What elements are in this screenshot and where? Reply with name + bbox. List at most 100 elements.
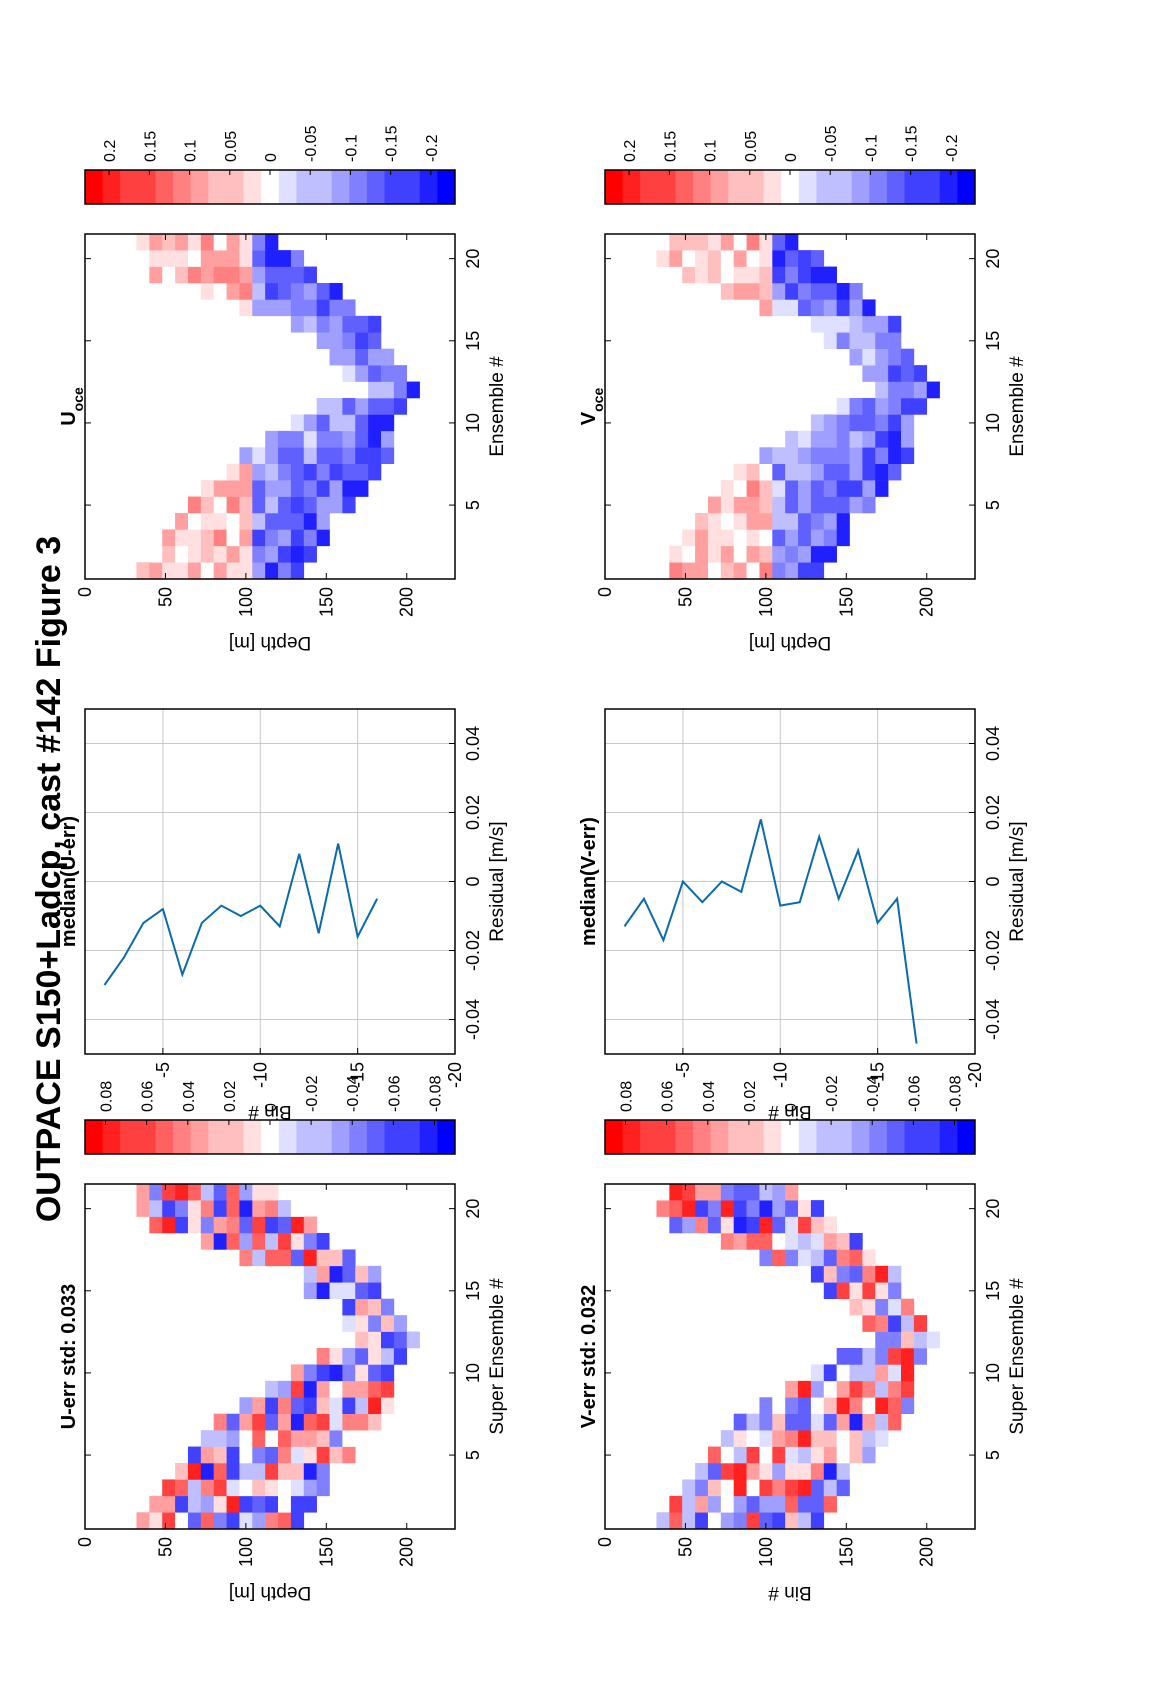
heatmap-cell: [798, 431, 811, 448]
heatmap-cell: [330, 414, 343, 431]
colorbar-swatch: [605, 170, 623, 204]
heatmap-cell: [304, 1364, 317, 1381]
heatmap-cell: [291, 1397, 304, 1414]
heatmap-cell: [824, 480, 837, 497]
heatmap-cell: [252, 283, 265, 300]
heatmap-cell: [304, 431, 317, 448]
heatmap-cell: [747, 1184, 760, 1201]
heatmap-cell: [214, 1512, 227, 1529]
heatmap-cell: [785, 267, 798, 284]
heatmap-cell: [278, 1249, 291, 1266]
heatmap-cell: [824, 529, 837, 546]
colorbar-swatch: [869, 170, 887, 204]
heatmap-cell: [214, 497, 227, 514]
heatmap-cell: [214, 1463, 227, 1480]
heatmap-cell: [265, 480, 278, 497]
heatmap-cell: [862, 414, 875, 431]
heatmap-cell: [239, 1397, 252, 1414]
heatmap-cell: [265, 546, 278, 563]
heatmap-cell: [317, 414, 330, 431]
heatmap-cell: [227, 1463, 240, 1480]
heatmap-cell: [747, 234, 760, 251]
heatmap-cell: [734, 513, 747, 530]
heatmap-cell: [188, 1496, 201, 1513]
colorbar-swatch: [816, 170, 834, 204]
heatmap-cell: [188, 250, 201, 267]
colorbar-swatch: [799, 1120, 817, 1154]
heatmap-cell: [811, 1364, 824, 1381]
heatmap-cell: [875, 414, 888, 431]
heatmap-cell: [811, 1430, 824, 1447]
heatmap-cell: [798, 299, 811, 316]
heatmap-cell: [798, 1381, 811, 1398]
heatmap-cell: [291, 267, 304, 284]
heatmap-cell: [175, 1463, 188, 1480]
y-axis-label: Bin #: [768, 1101, 812, 1122]
heatmap-cell: [798, 464, 811, 481]
heatmap-cell: [824, 1233, 837, 1250]
heatmap-cell: [291, 1463, 304, 1480]
heatmap-cell: [824, 464, 837, 481]
heatmap-cell: [201, 234, 214, 251]
heatmap-cell: [342, 447, 355, 464]
heatmap-cell: [695, 267, 708, 284]
heatmap-cell: [695, 513, 708, 530]
heatmap-cell: [811, 1414, 824, 1431]
colorbar-swatch: [922, 170, 940, 204]
heatmap-cell: [291, 1266, 304, 1283]
heatmap-cell: [239, 1217, 252, 1234]
heatmap-cell: [747, 1496, 760, 1513]
heatmap-cell: [175, 1200, 188, 1217]
colorbar-tick-label: -0.15: [904, 125, 921, 162]
heatmap-cell: [188, 513, 201, 530]
heatmap-cell: [824, 431, 837, 448]
heatmap-cell: [875, 480, 888, 497]
heatmap-cell: [381, 1381, 394, 1398]
heatmap-cell: [368, 1381, 381, 1398]
heatmap-cell: [824, 1282, 837, 1299]
heatmap-cell: [695, 1512, 708, 1529]
heatmap-cell: [304, 1496, 317, 1513]
heatmap-cell: [368, 1397, 381, 1414]
heatmap-cell: [342, 365, 355, 382]
colorbar-swatch: [138, 1120, 156, 1154]
colorbar-tick-label: 0.2: [622, 140, 639, 162]
heatmap-cell: [162, 562, 175, 579]
heatmap-cell: [875, 464, 888, 481]
heatmap-cell: [330, 447, 343, 464]
heatmap-cell: [875, 398, 888, 415]
heatmap-cell: [304, 1463, 317, 1480]
heatmap-cell: [862, 398, 875, 415]
heatmap-cell: [669, 1217, 682, 1234]
heatmap-cell: [304, 299, 317, 316]
y-tick-label: 50: [155, 587, 175, 607]
heatmap-cell: [862, 480, 875, 497]
heatmap-cell: [252, 250, 265, 267]
heatmap-cell: [914, 398, 927, 415]
heatmap-cell: [407, 1332, 420, 1349]
heatmap-cell: [850, 1430, 863, 1447]
heatmap-cell: [708, 1463, 721, 1480]
heatmap-cell: [824, 1414, 837, 1431]
heatmap-cell: [227, 497, 240, 514]
heatmap-cell: [837, 1381, 850, 1398]
colorbar-swatch: [605, 1120, 623, 1154]
colorbar-tick-label: -0.1: [863, 134, 880, 162]
heatmap-cell: [759, 529, 772, 546]
heatmap-cell: [201, 1184, 214, 1201]
heatmap-cell: [734, 480, 747, 497]
heatmap-cell: [914, 382, 927, 399]
colorbar-swatch: [834, 170, 852, 204]
heatmap-cell: [811, 480, 824, 497]
heatmap-cell: [175, 234, 188, 251]
panel-title: median(U-err): [58, 816, 80, 947]
colorbar-swatch: [402, 170, 420, 204]
heatmap-cell: [227, 1479, 240, 1496]
heatmap-cell: [837, 1348, 850, 1365]
colorbar-swatch: [437, 170, 455, 204]
